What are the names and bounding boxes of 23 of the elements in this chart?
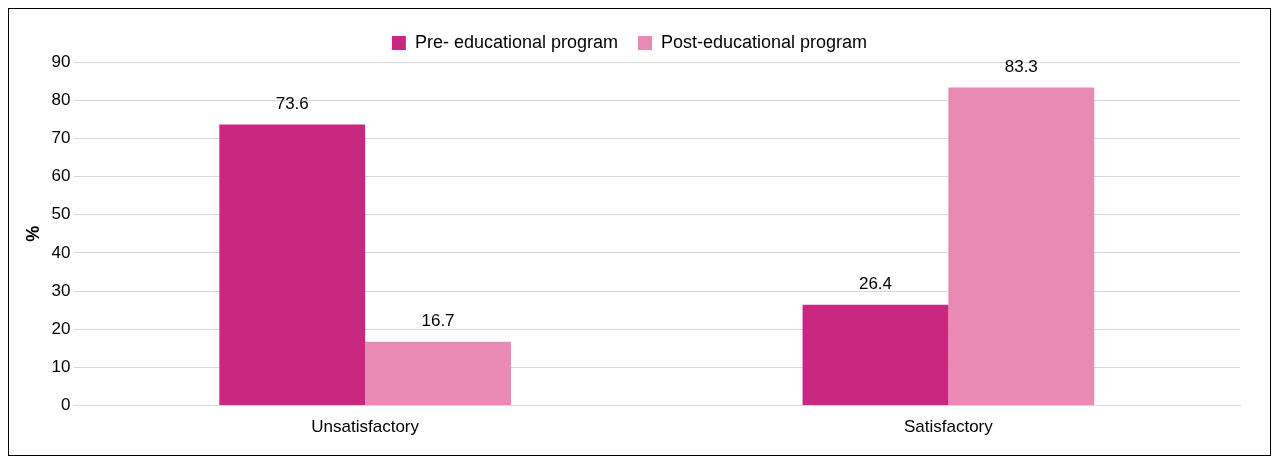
x-tick-label: Unsatisfactory bbox=[311, 417, 420, 437]
y-axis-title: % bbox=[22, 225, 43, 242]
bar bbox=[219, 124, 366, 406]
x-tick-label: Satisfactory bbox=[903, 417, 994, 437]
y-tick-label: 60 bbox=[51, 166, 71, 186]
y-tick-label: 50 bbox=[51, 204, 71, 224]
bar bbox=[802, 304, 949, 406]
bar bbox=[365, 341, 511, 406]
legend-label: Pre- educational program bbox=[414, 31, 618, 52]
y-tick-label: 40 bbox=[51, 242, 71, 262]
bar bbox=[948, 87, 1095, 406]
y-tick-label: 20 bbox=[51, 318, 71, 338]
data-label: 73.6 bbox=[275, 93, 309, 113]
legend-label: Post-educational program bbox=[661, 31, 868, 52]
data-label: 83.3 bbox=[1004, 56, 1038, 76]
y-tick-label: 80 bbox=[51, 89, 71, 109]
data-label: 26.4 bbox=[858, 274, 893, 293]
y-tick-label: 10 bbox=[51, 357, 71, 377]
y-tick-label: 90 bbox=[51, 51, 71, 71]
y-tick-label: 70 bbox=[51, 128, 71, 148]
y-tick-label: 0 bbox=[61, 395, 71, 415]
data-label: 16.7 bbox=[421, 311, 455, 331]
y-tick-label: 30 bbox=[51, 280, 71, 300]
